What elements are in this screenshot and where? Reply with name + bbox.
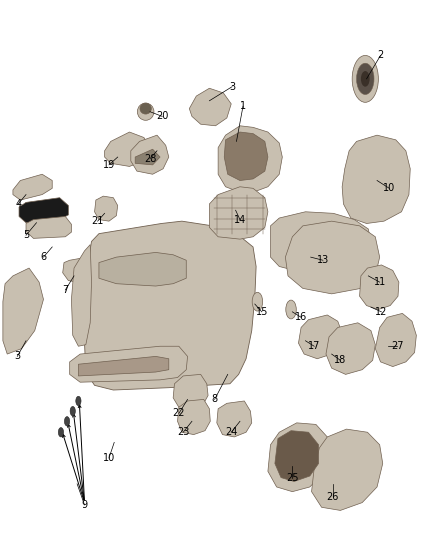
Text: 25: 25 [286,473,299,482]
Circle shape [357,63,374,94]
Polygon shape [342,135,410,223]
Polygon shape [218,126,283,192]
Polygon shape [19,198,68,223]
Polygon shape [177,399,210,434]
Text: 9: 9 [81,500,88,510]
Text: 24: 24 [225,427,237,437]
Circle shape [76,396,81,406]
Polygon shape [217,401,252,437]
Text: 22: 22 [173,408,185,418]
Polygon shape [85,221,256,390]
Text: 19: 19 [103,160,115,170]
Polygon shape [209,187,268,239]
Polygon shape [326,323,375,374]
Ellipse shape [140,103,151,114]
Text: 10: 10 [383,183,396,193]
Text: 7: 7 [62,285,68,295]
Circle shape [286,300,296,319]
Polygon shape [71,245,92,346]
Polygon shape [286,221,380,294]
Text: 18: 18 [334,356,346,365]
Polygon shape [70,346,187,382]
Text: 12: 12 [375,307,388,317]
Text: 2: 2 [378,51,384,60]
Polygon shape [78,357,169,376]
Text: 3: 3 [14,351,20,361]
Text: 5: 5 [23,230,29,240]
Circle shape [58,427,64,437]
Polygon shape [105,132,150,166]
Polygon shape [275,431,318,481]
Text: 27: 27 [391,341,403,351]
Polygon shape [3,268,43,354]
Polygon shape [95,196,118,221]
Text: 15: 15 [256,307,268,317]
Text: 6: 6 [40,252,46,262]
Polygon shape [360,265,399,310]
Polygon shape [131,135,169,174]
Text: 8: 8 [212,394,218,405]
Circle shape [352,55,378,102]
Text: 21: 21 [92,216,104,226]
Polygon shape [63,257,98,284]
Polygon shape [13,174,52,200]
Text: 17: 17 [308,341,320,351]
Ellipse shape [138,103,154,120]
Text: 13: 13 [317,255,329,265]
Circle shape [64,417,70,426]
Text: 26: 26 [326,492,339,502]
Polygon shape [224,132,268,181]
Text: 11: 11 [374,277,386,287]
Text: 23: 23 [177,427,189,437]
Text: 16: 16 [295,312,307,322]
Polygon shape [99,253,186,286]
Text: 4: 4 [15,199,21,209]
Circle shape [252,292,263,311]
Text: 14: 14 [234,215,246,224]
Circle shape [361,71,370,87]
Polygon shape [268,423,329,491]
Circle shape [70,407,75,416]
Polygon shape [26,216,71,238]
Text: 20: 20 [156,111,169,122]
Text: 3: 3 [229,82,235,92]
Polygon shape [311,429,383,511]
Polygon shape [173,374,208,409]
Text: 1: 1 [240,101,246,111]
Text: 28: 28 [144,154,156,164]
Polygon shape [271,212,371,273]
Polygon shape [298,315,342,359]
Polygon shape [135,149,160,165]
Polygon shape [189,88,231,126]
Text: 10: 10 [103,453,115,463]
Polygon shape [375,313,417,367]
